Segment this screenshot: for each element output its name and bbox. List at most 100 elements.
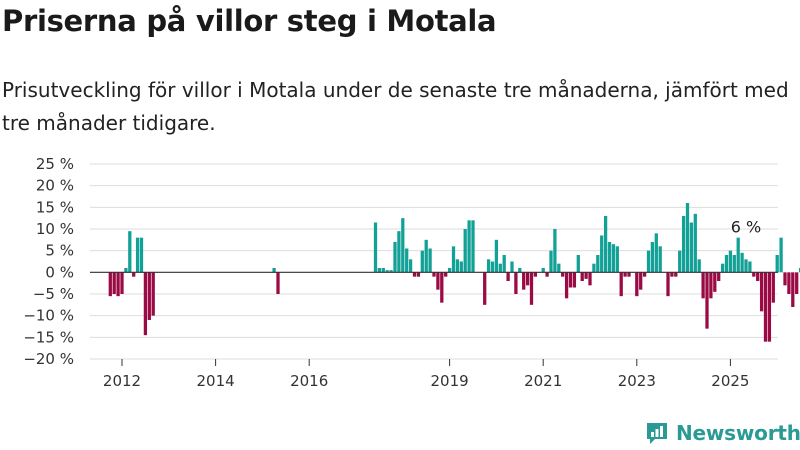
bar	[381, 268, 385, 273]
bar	[506, 272, 510, 281]
bar	[377, 268, 382, 273]
bar	[693, 213, 697, 273]
bar	[639, 272, 643, 290]
bar	[674, 272, 678, 277]
bar	[397, 231, 401, 273]
y-tick-label: 25 %	[36, 155, 74, 173]
bar	[701, 272, 705, 299]
bar	[510, 261, 514, 273]
bar	[447, 268, 452, 273]
bar	[572, 272, 577, 288]
bar	[709, 272, 713, 299]
bar	[436, 272, 440, 290]
bar	[759, 272, 764, 312]
bar	[775, 255, 779, 273]
bar	[588, 272, 592, 286]
bar	[689, 222, 694, 273]
brand-name: Newsworthy	[676, 421, 800, 445]
bar	[650, 242, 655, 273]
x-tick-label: 2025	[711, 372, 749, 390]
bar	[139, 237, 144, 273]
bar	[389, 270, 393, 273]
y-tick-label: 20 %	[36, 177, 74, 195]
bar	[549, 250, 553, 273]
bar	[553, 229, 557, 273]
bar	[128, 231, 132, 273]
bar	[744, 259, 748, 273]
bar	[568, 272, 573, 288]
bar	[607, 242, 612, 273]
bar	[795, 272, 799, 294]
bar	[564, 272, 569, 299]
x-axis: 2012 2014 2016 2019 2021 2023 2025	[103, 359, 749, 390]
bar	[151, 272, 155, 316]
bar	[787, 272, 791, 294]
bar	[471, 220, 475, 273]
bar	[541, 268, 545, 273]
bar	[533, 272, 538, 277]
y-axis: 25 % 20 % 15 % 10 % 5 % 0 % −5 % −10 % −15 % −20 …	[23, 155, 74, 368]
bar	[740, 252, 744, 273]
bar	[408, 259, 413, 273]
bar	[276, 272, 280, 294]
bar	[771, 272, 775, 303]
bar	[132, 272, 136, 277]
bar	[615, 246, 619, 273]
bar	[724, 255, 729, 273]
bar	[623, 272, 627, 277]
bar	[518, 268, 522, 273]
y-tick-label: 0 %	[45, 263, 74, 281]
y-tick-label: 5 %	[45, 242, 74, 260]
bar	[120, 272, 124, 294]
bar	[272, 268, 276, 273]
bar	[681, 216, 686, 273]
bar	[678, 250, 682, 273]
bar	[494, 239, 499, 273]
y-tick-label: −15 %	[23, 328, 74, 346]
bar	[619, 272, 623, 297]
bar	[393, 242, 397, 273]
bar	[767, 272, 772, 342]
y-tick-label: 10 %	[36, 220, 74, 238]
bar	[576, 255, 580, 273]
bar	[596, 255, 600, 273]
bar	[713, 272, 717, 292]
newsworthy-logo-icon	[647, 423, 667, 444]
bar	[600, 235, 604, 273]
bar	[112, 272, 116, 294]
bar	[685, 203, 690, 273]
bar	[502, 255, 506, 273]
bar	[420, 250, 424, 273]
bar	[490, 261, 495, 273]
x-tick-label: 2012	[103, 372, 141, 390]
bar	[529, 272, 534, 305]
x-tick-label: 2019	[431, 372, 469, 390]
bar	[561, 272, 565, 277]
bar	[405, 248, 409, 273]
bar	[444, 272, 448, 277]
bar	[720, 263, 725, 273]
gridlines	[90, 163, 778, 360]
bar	[748, 261, 752, 273]
bar	[584, 272, 588, 279]
bar	[432, 272, 436, 277]
bar	[557, 263, 561, 273]
bar	[486, 259, 491, 273]
bars	[108, 203, 800, 342]
bar	[401, 218, 405, 273]
brand-logo[interactable]: Newsworthy	[644, 419, 800, 447]
chart-title: Priserna på villor steg i Motala	[2, 4, 497, 38]
bar	[646, 250, 651, 273]
bar	[412, 272, 417, 277]
x-tick-label: 2016	[290, 372, 328, 390]
bar	[451, 246, 456, 273]
y-tick-label: 15 %	[36, 198, 74, 216]
bar	[440, 272, 444, 303]
bar	[522, 272, 526, 290]
bar	[498, 263, 502, 273]
bar	[798, 268, 800, 273]
bar	[580, 272, 584, 281]
x-tick-label: 2023	[618, 372, 656, 390]
bar	[385, 270, 389, 273]
bar	[108, 272, 112, 297]
